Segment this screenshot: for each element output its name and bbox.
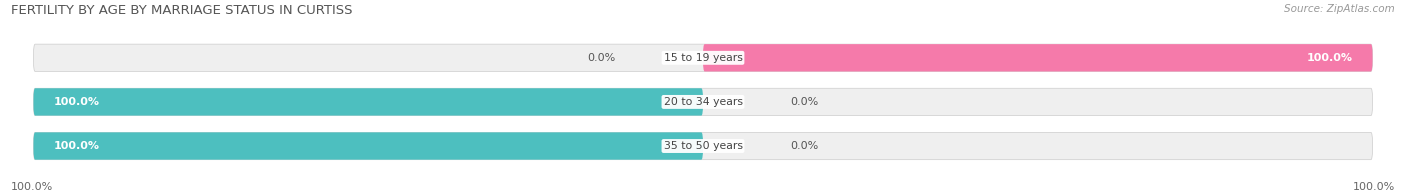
Text: 0.0%: 0.0% (790, 97, 818, 107)
Text: 20 to 34 years: 20 to 34 years (664, 97, 742, 107)
Text: 0.0%: 0.0% (790, 141, 818, 151)
FancyBboxPatch shape (34, 88, 1372, 116)
Text: 100.0%: 100.0% (11, 182, 53, 192)
Text: 0.0%: 0.0% (588, 53, 616, 63)
Text: 35 to 50 years: 35 to 50 years (664, 141, 742, 151)
Text: Source: ZipAtlas.com: Source: ZipAtlas.com (1284, 4, 1395, 14)
FancyBboxPatch shape (703, 44, 1372, 72)
FancyBboxPatch shape (34, 132, 703, 160)
FancyBboxPatch shape (34, 88, 703, 116)
Text: 100.0%: 100.0% (1306, 53, 1353, 63)
Text: FERTILITY BY AGE BY MARRIAGE STATUS IN CURTISS: FERTILITY BY AGE BY MARRIAGE STATUS IN C… (11, 4, 353, 17)
Text: 100.0%: 100.0% (53, 141, 100, 151)
Text: 15 to 19 years: 15 to 19 years (664, 53, 742, 63)
FancyBboxPatch shape (34, 132, 1372, 160)
Text: 100.0%: 100.0% (1353, 182, 1395, 192)
Text: 100.0%: 100.0% (53, 97, 100, 107)
FancyBboxPatch shape (34, 44, 1372, 72)
